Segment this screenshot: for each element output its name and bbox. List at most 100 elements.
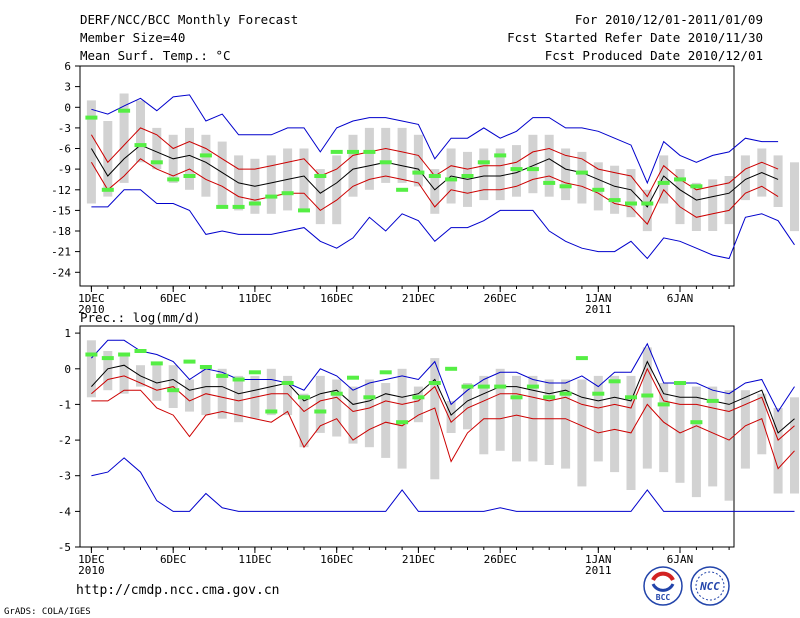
obs-marker <box>412 170 425 175</box>
obs-marker <box>428 381 441 385</box>
ensemble-box <box>364 379 374 448</box>
ensemble-box <box>561 379 571 469</box>
ensemble-box <box>479 375 489 455</box>
obs-marker <box>379 160 392 165</box>
series-max-line <box>91 339 795 413</box>
x-tick-label: 6JAN <box>667 553 694 566</box>
ensemble-box <box>740 390 750 469</box>
obs-marker <box>281 381 294 385</box>
obs-marker <box>641 201 654 206</box>
x-tick-label: 26DEC <box>484 292 517 305</box>
y-tick-label: -5 <box>58 541 71 554</box>
ensemble-box <box>708 179 718 231</box>
x-tick-label: 6DEC <box>160 292 187 305</box>
obs-marker <box>510 167 523 172</box>
obs-marker <box>347 149 359 154</box>
ensemble-box <box>691 182 701 231</box>
series-upper-line <box>91 367 795 441</box>
ensemble-box <box>495 148 505 201</box>
obs-marker <box>118 108 131 113</box>
obs-marker <box>445 366 458 371</box>
obs-marker <box>526 384 539 389</box>
obs-marker <box>690 420 703 425</box>
y-tick-label: -1 <box>58 398 71 411</box>
ensemble-box <box>266 368 276 416</box>
obs-marker <box>85 352 98 357</box>
x-tick-label: 6JAN <box>667 292 694 305</box>
ensemble-box <box>724 176 734 225</box>
ensemble-box <box>364 127 374 190</box>
obs-marker <box>559 184 572 189</box>
obs-marker <box>379 370 392 375</box>
obs-marker <box>330 391 343 396</box>
x-tick-label: 1JAN <box>585 553 612 566</box>
ensemble-box <box>348 386 358 444</box>
ensemble-box <box>446 400 456 433</box>
ensemble-box <box>675 169 685 225</box>
obs-marker <box>559 391 572 396</box>
obs-marker <box>543 180 556 185</box>
obs-marker <box>199 365 212 369</box>
ensemble-box <box>136 100 145 163</box>
bcc-logo: BCC <box>643 566 683 606</box>
ensemble-box <box>397 127 407 183</box>
ncc-logo: NCC <box>690 566 730 606</box>
obs-marker <box>657 402 670 407</box>
ensemble-box <box>397 368 407 469</box>
ensemble-box <box>659 383 669 473</box>
y-tick-label: -3 <box>58 122 71 135</box>
obs-marker <box>85 115 98 120</box>
y-tick-label: -24 <box>51 266 71 279</box>
obs-marker <box>183 359 196 364</box>
grads-credit: GrADS: COLA/IGES <box>4 607 91 617</box>
x-tick-year: 2010 <box>78 303 105 316</box>
y-tick-label: -21 <box>51 246 71 259</box>
obs-marker <box>232 377 245 382</box>
member-size: Member Size=40 <box>80 30 185 45</box>
source-url: http://cmdp.ncc.cma.gov.cn <box>76 583 280 598</box>
forecast-period: For 2010/12/01-2011/01/09 <box>575 12 763 27</box>
ensemble-box <box>708 386 718 487</box>
ensemble-box <box>577 379 587 487</box>
series-mean-line <box>91 360 795 434</box>
ensemble-box <box>512 375 521 462</box>
ensemble-box <box>544 379 554 465</box>
plot-frame <box>79 65 735 287</box>
x-tick-label: 6DEC <box>160 553 187 566</box>
ensemble-box <box>103 121 113 197</box>
bcc-logo-text: BCC <box>656 593 671 602</box>
ensemble-box <box>413 386 423 423</box>
obs-marker <box>641 393 654 398</box>
ensemble-box <box>642 189 652 232</box>
obs-marker <box>314 409 327 414</box>
ensemble-box <box>659 155 669 204</box>
obs-marker <box>167 388 180 393</box>
obs-marker <box>314 174 327 178</box>
y-tick-label: -9 <box>58 163 71 176</box>
ensemble-box <box>691 386 701 498</box>
ensemble-box <box>790 397 799 494</box>
obs-marker <box>396 420 409 425</box>
ncc-logo-text: NCC <box>699 580 720 593</box>
x-tick-year: 2011 <box>585 303 612 316</box>
ensemble-box <box>430 169 440 214</box>
ensemble-box <box>740 155 750 201</box>
ensemble-box <box>610 375 620 473</box>
y-tick-label: -3 <box>58 470 71 483</box>
obs-marker <box>428 174 441 178</box>
y-tick-label: 0 <box>64 363 71 376</box>
obs-marker <box>150 160 163 165</box>
ensemble-box <box>299 393 309 448</box>
x-tick-year: 2010 <box>78 564 105 577</box>
obs-marker <box>690 184 703 189</box>
ensemble-box <box>724 390 734 501</box>
ensemble-box <box>495 368 505 451</box>
y-tick-label: 0 <box>64 101 71 114</box>
ensemble-box <box>610 165 620 214</box>
y-tick-label: -6 <box>58 143 71 156</box>
obs-marker <box>363 149 376 154</box>
obs-marker <box>265 409 278 414</box>
obs-marker <box>461 174 474 178</box>
